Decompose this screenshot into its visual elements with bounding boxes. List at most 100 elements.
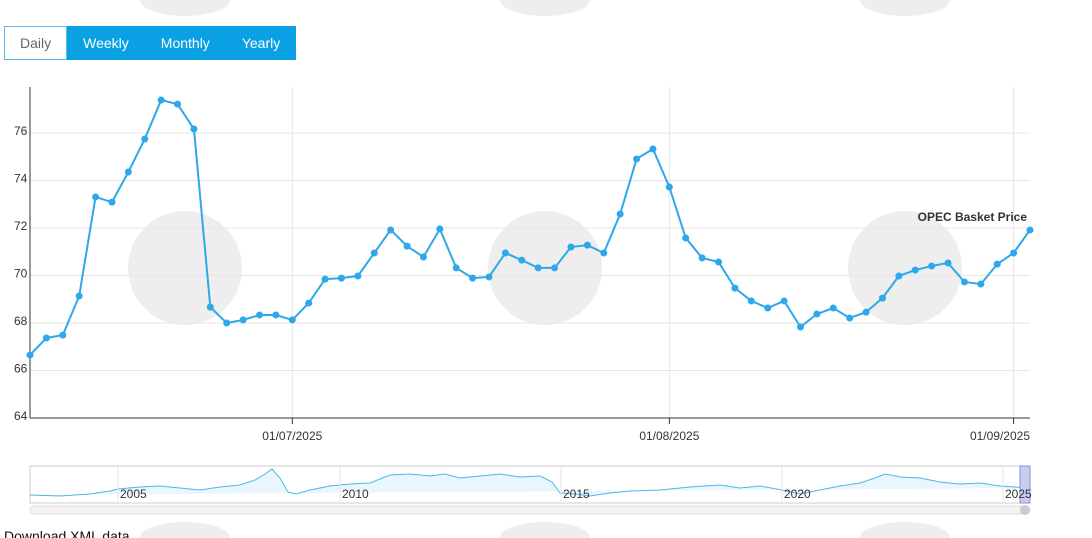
- data-point: [600, 249, 608, 257]
- data-point: [337, 274, 345, 282]
- y-tick-label: 64: [14, 409, 28, 423]
- watermark: [848, 211, 962, 325]
- data-point: [747, 297, 755, 305]
- data-point: [108, 198, 116, 206]
- data-point: [633, 155, 641, 163]
- data-point: [59, 331, 67, 339]
- watermark: [140, 522, 230, 538]
- data-point: [649, 145, 657, 153]
- data-point: [501, 249, 509, 257]
- y-tick-label: 66: [14, 362, 28, 376]
- data-point: [780, 297, 788, 305]
- data-point: [583, 241, 591, 249]
- data-point: [272, 311, 280, 319]
- navigator-label: 2010: [342, 487, 369, 501]
- data-point: [92, 193, 100, 201]
- watermark: [128, 211, 242, 325]
- data-point: [436, 225, 444, 233]
- range-button[interactable]: Yearly: [225, 26, 297, 60]
- data-point: [174, 100, 182, 108]
- data-point: [256, 311, 264, 319]
- data-point: [665, 183, 673, 191]
- x-tick-label: 01/09/2025: [970, 429, 1030, 443]
- y-tick-label: 68: [14, 314, 28, 328]
- navigator-label: 2020: [784, 487, 811, 501]
- data-point: [895, 272, 903, 280]
- navigator-line: [29, 468, 1031, 497]
- range-button[interactable]: Daily: [4, 26, 68, 60]
- data-point: [288, 316, 296, 324]
- plot: 64 66 68 70 72 74 76 01/07/2025 01/08/2025 01/09/…: [14, 87, 1034, 443]
- data-point: [190, 125, 198, 133]
- data-point: [731, 284, 739, 292]
- navigator: [29, 465, 1031, 515]
- data-point: [354, 272, 362, 280]
- data-point: [878, 294, 886, 302]
- data-point: [928, 262, 936, 270]
- scrollbar[interactable]: [29, 505, 1031, 515]
- data-point: [370, 249, 378, 257]
- navigator-label: 2025: [1005, 487, 1032, 501]
- series-label: OPEC Basket Price: [918, 210, 1028, 224]
- data-point: [403, 242, 411, 250]
- data-point: [419, 253, 427, 261]
- data-point: [452, 264, 460, 272]
- data-point: [567, 243, 575, 251]
- navigator-handle[interactable]: [1019, 465, 1031, 504]
- y-tick-label: 76: [14, 124, 28, 138]
- y-tick-label: 72: [14, 219, 28, 233]
- data-point: [796, 323, 804, 331]
- watermark: [860, 0, 950, 16]
- scrollbar-thumb[interactable]: [1020, 505, 1030, 515]
- data-point: [1010, 249, 1018, 257]
- watermarks: [128, 0, 962, 538]
- data-point: [485, 273, 493, 281]
- data-point: [813, 310, 821, 318]
- range-selector: Daily Weekly Monthly Yearly: [4, 26, 297, 60]
- data-point: [551, 264, 559, 272]
- data-point: [829, 304, 837, 312]
- data-point: [206, 303, 214, 311]
- data-point: [141, 135, 149, 143]
- data-point: [42, 334, 50, 342]
- data-point: [239, 316, 247, 324]
- data-point: [321, 275, 329, 283]
- data-point: [715, 258, 723, 266]
- watermark: [500, 0, 590, 16]
- navigator-label: 2015: [563, 487, 590, 501]
- data-point: [698, 254, 706, 262]
- data-point: [223, 319, 231, 327]
- data-point: [124, 168, 132, 176]
- data-point: [75, 292, 83, 300]
- data-point: [469, 274, 477, 282]
- data-point: [944, 259, 952, 267]
- data-point: [26, 351, 34, 359]
- range-button[interactable]: Monthly: [144, 26, 226, 60]
- data-point: [534, 264, 542, 272]
- data-point: [682, 234, 690, 242]
- data-point: [993, 260, 1001, 268]
- watermark: [500, 522, 590, 538]
- download-link[interactable]: Download XML data: [4, 528, 130, 538]
- navigator-label: 2005: [120, 487, 147, 501]
- data-point: [862, 308, 870, 316]
- data-point: [977, 280, 985, 288]
- y-tick-label: 74: [14, 172, 28, 186]
- data-point: [764, 304, 772, 312]
- x-tick-label: 01/07/2025: [262, 429, 322, 443]
- data-point: [846, 314, 854, 322]
- data-point: [305, 299, 313, 307]
- data-point: [960, 278, 968, 286]
- data-point: [518, 256, 526, 264]
- x-tick-label: 01/08/2025: [639, 429, 699, 443]
- y-tick-label: 70: [14, 267, 28, 281]
- range-button[interactable]: Weekly: [67, 26, 145, 60]
- watermark: [140, 0, 230, 16]
- data-point: [157, 96, 165, 104]
- data-point: [387, 226, 395, 234]
- data-point: [1026, 226, 1034, 234]
- watermark: [860, 522, 950, 538]
- data-point: [616, 210, 624, 218]
